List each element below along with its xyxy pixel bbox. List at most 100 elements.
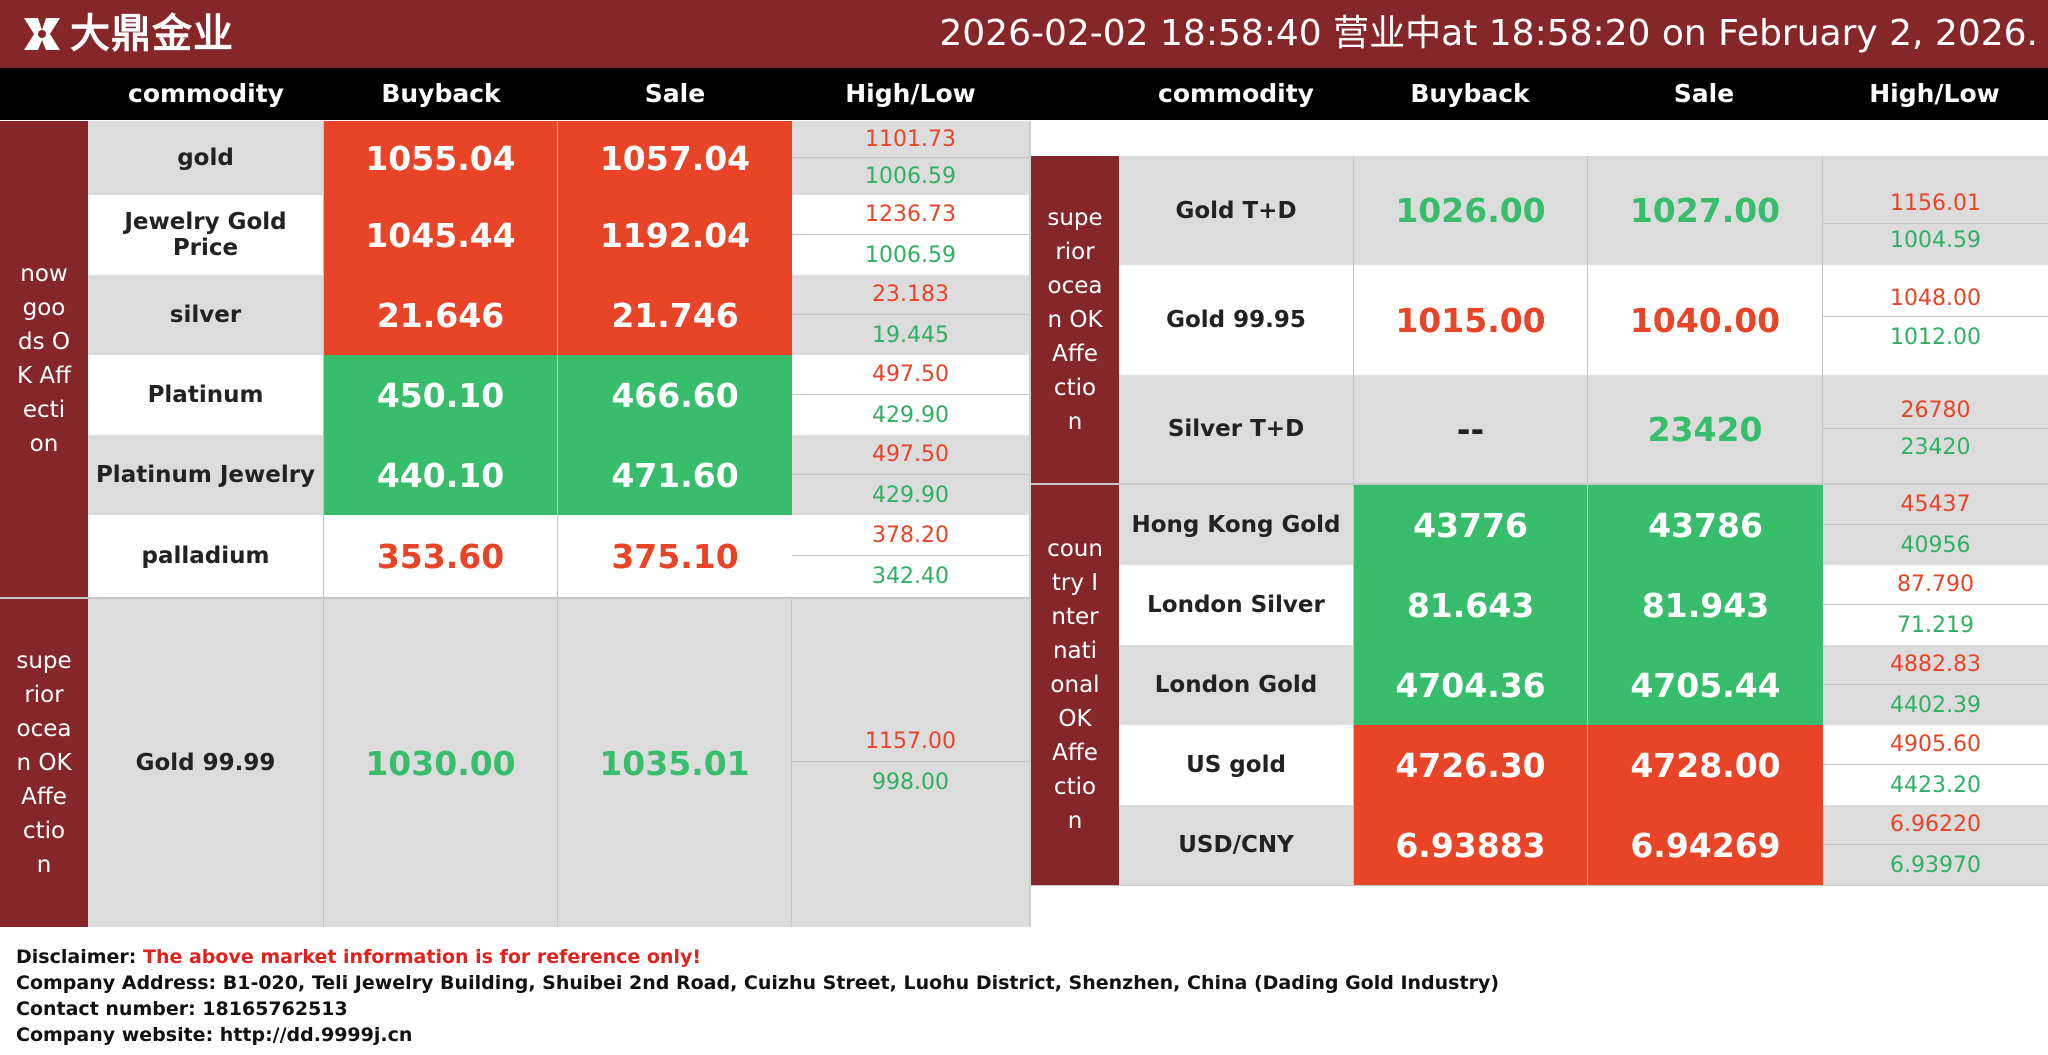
sale-price: 4705.44 <box>1588 645 1823 725</box>
right-table-header: commodity Buyback Sale High/Low <box>1029 68 2048 120</box>
col-sale: Sale <box>644 79 706 108</box>
sale-price: 1192.04 <box>558 195 792 275</box>
sale-price: 6.94269 <box>1588 805 1823 885</box>
commodity-name: Gold T+D <box>1119 156 1354 265</box>
sale-price: 4728.00 <box>1588 725 1823 805</box>
commodity-name: silver <box>88 275 324 355</box>
divider <box>0 597 1029 599</box>
high-price: 1048.00 <box>1823 265 2048 317</box>
commodity-name: US gold <box>1119 725 1354 805</box>
buyback-price: 81.643 <box>1354 565 1588 645</box>
high-price: 6.96220 <box>1823 805 2048 845</box>
commodity-name: Gold 99.95 <box>1119 265 1354 375</box>
high-price: 1156.01 <box>1823 156 2048 224</box>
high-price: 497.50 <box>792 435 1029 475</box>
company-address: Company Address: B1-020, Teli Jewelry Bu… <box>16 972 1500 994</box>
cell-fill <box>792 599 1029 722</box>
commodity-name: London Gold <box>1119 645 1354 725</box>
low-price: 429.90 <box>792 475 1029 515</box>
sale-price: 81.943 <box>1588 565 1823 645</box>
commodity-name: gold <box>88 121 324 195</box>
group-label-superior-ocean: superior ocean OK Affection <box>0 599 88 927</box>
low-price: 1006.59 <box>792 158 1029 195</box>
low-price: 23420 <box>1823 429 2048 483</box>
commodity-name: Silver T+D <box>1119 375 1354 483</box>
low-price: 4423.20 <box>1823 765 2048 805</box>
buyback-price: -- <box>1354 375 1588 483</box>
commodity-name: Platinum Jewelry <box>88 435 324 515</box>
left-table-header: commodity Buyback Sale High/Low <box>0 68 1029 120</box>
commodity-name: London Silver <box>1119 565 1354 645</box>
sale-price: 1035.01 <box>558 599 792 927</box>
low-price: 71.219 <box>1823 605 2048 645</box>
group-label-superior-ocean: superior ocean OK Affection <box>1031 156 1119 483</box>
low-price: 1006.59 <box>792 235 1029 275</box>
group-label-international: country International OK Affection <box>1031 485 1119 885</box>
low-price: 429.90 <box>792 395 1029 435</box>
high-price: 497.50 <box>792 355 1029 395</box>
low-price: 6.93970 <box>1823 845 2048 885</box>
logo-text: 大鼎金业 <box>70 11 234 57</box>
disclaimer-line: Disclaimer: The above market information… <box>16 944 1499 970</box>
buyback-price: 1026.00 <box>1354 156 1588 265</box>
low-price: 19.445 <box>792 315 1029 355</box>
col-buyback: Buyback <box>1410 79 1530 108</box>
commodity-name: Gold 99.99 <box>88 599 324 927</box>
sale-price: 375.10 <box>558 515 792 597</box>
contact-number: Contact number: 18165762513 <box>16 998 348 1020</box>
low-price: 1012.00 <box>1823 317 2048 375</box>
commodity-name: Hong Kong Gold <box>1119 485 1354 565</box>
sale-price: 21.746 <box>558 275 792 355</box>
buyback-price: 4704.36 <box>1354 645 1588 725</box>
col-highlow: High/Low <box>1869 79 2000 108</box>
high-price: 45437 <box>1823 485 2048 525</box>
buyback-price: 440.10 <box>324 435 558 515</box>
buyback-price: 43776 <box>1354 485 1588 565</box>
group-label-now-goods: now goods OK Affection <box>0 121 88 597</box>
sale-price: 466.60 <box>558 355 792 435</box>
high-price: 1157.00 <box>792 722 1029 762</box>
high-price: 26780 <box>1823 375 2048 429</box>
datetime-status: 2026-02-02 18:58:40 营业中at 18:58:20 on Fe… <box>939 13 2038 54</box>
low-price: 342.40 <box>792 556 1029 597</box>
col-commodity: commodity <box>1158 79 1314 108</box>
col-sale: Sale <box>1673 79 1735 108</box>
buyback-price: 1015.00 <box>1354 265 1588 375</box>
sale-price: 1027.00 <box>1588 156 1823 265</box>
high-price: 87.790 <box>1823 565 2048 605</box>
high-price: 4905.60 <box>1823 725 2048 765</box>
high-price: 1236.73 <box>792 195 1029 235</box>
low-price: 998.00 <box>792 762 1029 802</box>
low-price: 1004.59 <box>1823 224 2048 265</box>
buyback-price: 1055.04 <box>324 121 558 195</box>
sale-price: 1040.00 <box>1588 265 1823 375</box>
footer-info: Disclaimer: The above market information… <box>16 944 1499 1048</box>
buyback-price: 1030.00 <box>324 599 558 927</box>
commodity-name: Platinum <box>88 355 324 435</box>
cell-fill <box>792 802 1029 927</box>
high-price: 1101.73 <box>792 121 1029 158</box>
sale-price: 43786 <box>1588 485 1823 565</box>
high-price: 378.20 <box>792 515 1029 556</box>
sale-price: 471.60 <box>558 435 792 515</box>
low-price: 4402.39 <box>1823 685 2048 725</box>
high-price: 4882.83 <box>1823 645 2048 685</box>
buyback-price: 21.646 <box>324 275 558 355</box>
company-website[interactable]: Company website: http://dd.9999j.cn <box>16 1024 413 1046</box>
sale-price: 23420 <box>1588 375 1823 483</box>
buyback-price: 6.93883 <box>1354 805 1588 885</box>
divider <box>1031 885 2048 886</box>
logo-icon <box>24 18 60 50</box>
sale-price: 1057.04 <box>558 121 792 195</box>
disclaimer-text: The above market information is for refe… <box>142 946 702 968</box>
col-commodity: commodity <box>128 79 284 108</box>
buyback-price: 450.10 <box>324 355 558 435</box>
top-bar: 大鼎金业 2026-02-02 18:58:40 营业中at 18:58:20 … <box>0 0 2048 68</box>
commodity-name: palladium <box>88 515 324 597</box>
col-buyback: Buyback <box>381 79 501 108</box>
buyback-price: 1045.44 <box>324 195 558 275</box>
low-price: 40956 <box>1823 525 2048 565</box>
table-separator <box>1029 121 1031 927</box>
buyback-price: 4726.30 <box>1354 725 1588 805</box>
col-highlow: High/Low <box>845 79 976 108</box>
